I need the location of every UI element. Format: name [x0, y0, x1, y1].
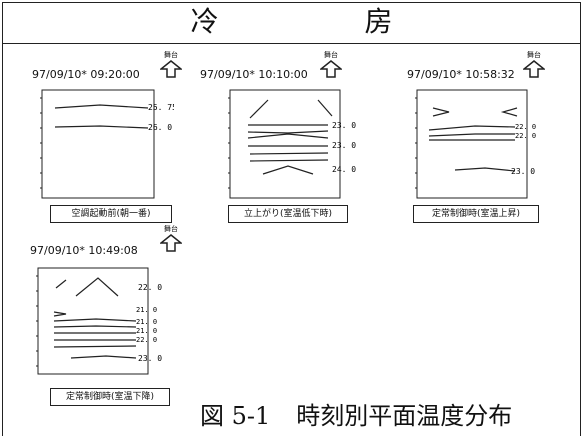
contour-plot: 22. 0 21. 0 21. 0 21. 0 22. 0 23. 0 — [36, 267, 162, 375]
contour-label: 26. 0 — [148, 123, 172, 132]
stage-direction: 舞台 — [158, 224, 184, 252]
stage-label: 舞台 — [164, 51, 178, 59]
up-arrow-icon — [158, 60, 184, 78]
up-arrow-icon — [521, 60, 547, 78]
contour-label: 22. 0 — [515, 123, 536, 131]
stage-direction: 舞台 — [158, 50, 184, 78]
stage-direction: 舞台 — [318, 50, 344, 78]
up-arrow-icon — [158, 234, 184, 252]
stage-label: 舞台 — [324, 51, 338, 59]
panel-caption: 立上がり(室温低下時) — [228, 205, 348, 223]
panel-caption: 定常制御時(室温下降) — [50, 388, 170, 406]
contour-plot: 22. 0 22. 0 23. 0 — [415, 89, 536, 199]
contour-label: 21. 0 — [136, 318, 157, 326]
contour-label: 23. 0 — [332, 141, 356, 150]
contour-plot: 25. 75 26. 0 — [40, 89, 174, 199]
contour-label: 22. 0 — [515, 132, 536, 140]
timestamp: 97/09/10* 09:20:00 — [32, 68, 140, 81]
timestamp: 97/09/10* 10:49:08 — [30, 244, 138, 257]
timestamp: 97/09/10* 10:58:32 — [407, 68, 515, 81]
contour-label: 21. 0 — [136, 306, 157, 314]
contour-label: 21. 0 — [136, 327, 157, 335]
stage-direction: 舞台 — [521, 50, 547, 78]
figure-title: 時刻別平面温度分布 — [296, 402, 513, 430]
stage-label: 舞台 — [164, 225, 178, 233]
contour-label: 23. 0 — [332, 121, 356, 130]
figure-caption: 図 5-1 時刻別平面温度分布 — [200, 396, 512, 431]
panel-3: 97/09/10* 10:58:32 舞台 22. 0 22. 0 23. 0 … — [395, 50, 547, 230]
panel-1: 97/09/10* 09:20:00 舞台 25. 75 26. 0 空調起動前… — [20, 50, 184, 230]
contour-plot: 23. 0 23. 0 24. 0 — [228, 89, 356, 199]
contour-label: 22. 0 — [136, 336, 157, 344]
contour-label: 23. 0 — [511, 167, 535, 176]
panel-4: 97/09/10* 10:49:08 舞台 22. 0 21. 0 21. 0 … — [20, 218, 184, 406]
timestamp: 97/09/10* 10:10:00 — [200, 68, 308, 81]
contour-label: 22. 0 — [138, 283, 162, 292]
figure-number: 図 5-1 — [200, 402, 271, 430]
up-arrow-icon — [318, 60, 344, 78]
contour-label: 23. 0 — [138, 354, 162, 363]
panel-2: 97/09/10* 10:10:00 舞台 23. 0 23. 0 24. 0 … — [200, 50, 356, 230]
contour-label: 24. 0 — [332, 165, 356, 174]
panel-caption: 空調起動前(朝一番) — [50, 205, 172, 223]
panel-caption: 定常制御時(室温上昇) — [413, 205, 539, 223]
contour-label: 25. 75 — [148, 103, 174, 112]
stage-label: 舞台 — [527, 51, 541, 59]
page-title: 冷 房 — [2, 2, 581, 44]
